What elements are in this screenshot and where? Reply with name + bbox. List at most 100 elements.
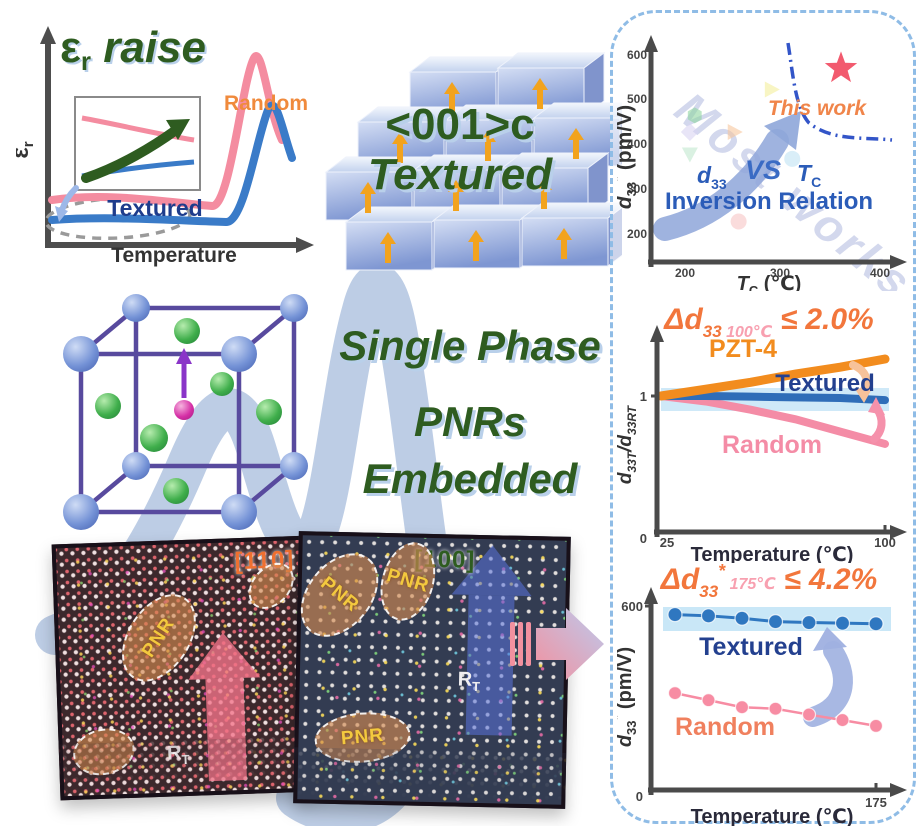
svg-text:600: 600 xyxy=(621,599,643,614)
center-line3: Embedded xyxy=(362,455,578,502)
textured-permittivity-curve xyxy=(48,101,296,226)
perovskite-unit-cell xyxy=(63,294,308,530)
low-temp-region-ellipse xyxy=(44,195,192,241)
d33-retention-chart: Δd33 100℃ ≤ 2.0% 1 0 25 100 xyxy=(617,303,907,563)
inversion-trend-arrow xyxy=(653,129,789,241)
svg-text:200: 200 xyxy=(675,266,695,280)
tem-reflection xyxy=(58,735,317,797)
frontier-dash-dot-curve xyxy=(786,42,893,142)
svg-text:0: 0 xyxy=(636,789,643,804)
textured-label: Textured xyxy=(699,633,803,661)
y-axis-label: ε xyxy=(16,147,34,158)
pzt4-label: PZT-4 xyxy=(709,335,777,363)
svg-text:100: 100 xyxy=(874,535,896,550)
cubes-caption-line2: Textured xyxy=(367,150,553,199)
results-panel: Most works 200 300 400 500 600 200 300 4… xyxy=(610,10,916,826)
this-work-label: This work xyxy=(768,97,867,120)
svg-text:600: 600 xyxy=(627,48,647,62)
pnr-label: PNR xyxy=(316,572,364,617)
x-axis-arrow-icon xyxy=(890,783,907,797)
random-curve-label: Random xyxy=(224,92,308,115)
center-cation-sphere xyxy=(174,400,194,420)
random-label: Random xyxy=(675,713,775,741)
tem-image-110: [110] PNR RT xyxy=(51,535,317,801)
y-axis-label-sub: r xyxy=(20,141,37,147)
svg-text:d33* (pm/V): d33* (pm/V) xyxy=(617,647,639,747)
pzt-to-textured-arrow xyxy=(849,361,871,394)
inversion-trend-arrow-head-icon xyxy=(764,111,801,150)
epsilon-sub: r xyxy=(81,46,91,76)
svg-text:TC (℃): TC (℃) xyxy=(737,273,802,291)
inset-pointer-arrow xyxy=(59,185,79,213)
svg-text:300: 300 xyxy=(627,182,647,196)
y-axis-arrow-icon xyxy=(650,325,664,342)
svg-text:Temperature (℃): Temperature (℃) xyxy=(691,806,854,826)
right-arrow-icon xyxy=(536,608,604,680)
svg-text:Δd33* 175℃ ≤ 4.2%: Δd33* 175℃ ≤ 4.2% xyxy=(660,561,877,601)
axis-ticks: 1 0 25 100 xyxy=(640,389,896,550)
center-line1: Single Phase xyxy=(339,322,601,369)
x-axis-arrow-icon xyxy=(890,525,907,539)
epsilon-symbol: ε xyxy=(60,23,81,72)
improvement-arrow-head-icon xyxy=(813,627,847,651)
svg-text:300: 300 xyxy=(770,266,790,280)
pnr-label: PNR xyxy=(340,724,385,750)
random-permittivity-curve xyxy=(48,52,286,210)
pnr-label: PNR xyxy=(384,564,432,598)
raise-word: raise xyxy=(91,23,206,72)
textured-curve-label: Textured xyxy=(107,195,202,221)
epsilon-raise-plot: εr raise Random Textured εr Temperature xyxy=(16,23,314,267)
svg-text:500: 500 xyxy=(627,92,647,106)
phase-label: RT xyxy=(457,668,481,695)
x-axis-arrow-icon xyxy=(890,255,907,269)
svg-text:Δd33 100℃ ≤ 2.0%: Δd33 100℃ ≤ 2.0% xyxy=(663,303,873,341)
axis-ticks: 600 0 175 xyxy=(621,599,887,810)
svg-text:TC: TC xyxy=(797,160,821,190)
pnr-region: PNR xyxy=(285,538,395,652)
textured-label: Textured xyxy=(775,370,875,397)
inset-pointer-arrow-head-icon xyxy=(55,206,68,222)
svg-text:400: 400 xyxy=(627,137,647,151)
vs-text: VS xyxy=(745,155,781,185)
raise-arrow-head-icon xyxy=(166,119,190,140)
axis-ticks: 200 300 400 500 600 200 300 400 xyxy=(627,48,890,280)
svg-text:0: 0 xyxy=(640,531,647,546)
results-arrow xyxy=(510,608,604,680)
d33-vs-temperature-chart: Δd33* 175℃ ≤ 4.2% 600 0 175 xyxy=(617,561,907,826)
eps-raise-title: εr raise xyxy=(60,23,206,76)
textured-line xyxy=(657,392,889,405)
svg-text:1: 1 xyxy=(640,389,647,404)
inversion-relation-text: Inversion Relation xyxy=(665,188,873,215)
textured-cubes-illustration xyxy=(324,52,622,271)
most-works-points xyxy=(680,81,801,230)
pnr-label: PNR xyxy=(137,613,180,662)
d33-vs-tc-chart: Most works 200 300 400 500 600 200 300 4… xyxy=(617,35,911,291)
this-work-star xyxy=(824,51,858,83)
y-axis-arrow-icon xyxy=(40,26,56,44)
svg-text:25: 25 xyxy=(660,535,674,550)
inset-random-line xyxy=(81,115,195,143)
svg-text:175: 175 xyxy=(865,795,887,810)
pzt4-line xyxy=(656,354,890,401)
improvement-arrow xyxy=(803,641,853,727)
x-axis-arrow-icon xyxy=(296,237,314,253)
svg-text:εr: εr xyxy=(16,141,37,158)
random-line xyxy=(657,392,889,448)
random-label: Random xyxy=(722,431,822,459)
raise-arrow xyxy=(81,125,181,183)
cubes-caption-line1: <001>c xyxy=(385,100,535,149)
y-axis-arrow-icon xyxy=(644,587,658,604)
svg-text:200: 200 xyxy=(627,227,647,241)
y-axis-arrow-icon xyxy=(644,35,658,52)
svg-text:400: 400 xyxy=(870,266,890,280)
random-series xyxy=(667,685,884,734)
tem-reflection xyxy=(293,747,567,805)
svg-text:εr raise: εr raise xyxy=(60,23,206,76)
x-axis-label: Temperature xyxy=(111,244,237,267)
svg-text:d33T/d33RT: d33T/d33RT xyxy=(617,404,639,484)
center-line2: PNRs xyxy=(413,398,527,445)
svg-text:d33* (pm/V): d33* (pm/V) xyxy=(617,105,639,209)
random-to-textured-arrow-head-icon xyxy=(868,397,885,415)
pzt-to-textured-arrow-head-icon xyxy=(855,387,873,403)
